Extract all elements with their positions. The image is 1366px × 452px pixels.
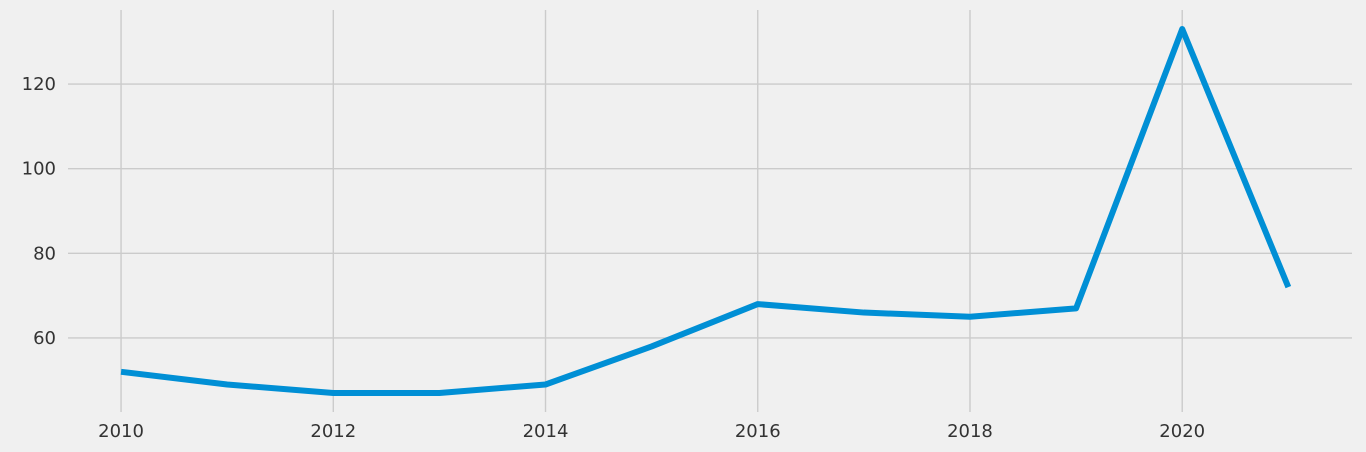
x-tick-label-2010: 2010 (98, 421, 144, 442)
x-tick-label-2014: 2014 (523, 421, 569, 442)
x-tick-label-2012: 2012 (310, 421, 356, 442)
y-tick-label-120: 120 (22, 74, 56, 95)
y-tick-label-80: 80 (33, 243, 56, 264)
x-tick-label-2020: 2020 (1159, 421, 1205, 442)
data-point-2020 (1179, 26, 1185, 32)
y-tick-label-100: 100 (22, 159, 56, 180)
data-point-2016 (755, 301, 761, 307)
data-point-2017 (861, 310, 867, 316)
data-point-2011 (224, 381, 230, 387)
data-point-2021 (1285, 284, 1291, 290)
y-axis-tick-labels: 60 80 100 120 (22, 74, 56, 349)
grid-layer (68, 10, 1352, 412)
series-layer (118, 26, 1292, 396)
data-point-2013 (436, 390, 442, 396)
series-line-0 (120, 26, 1292, 396)
x-axis-tick-labels: 2010 2012 2014 2016 2018 2020 (98, 421, 1205, 442)
data-point-2015 (649, 343, 655, 349)
data-point-2018 (967, 314, 973, 320)
data-point-2010 (118, 369, 124, 375)
data-point-2019 (1073, 305, 1079, 311)
x-tick-label-2018: 2018 (947, 421, 993, 442)
data-point-2014 (543, 381, 549, 387)
data-point-2012 (330, 390, 336, 396)
x-tick-label-2016: 2016 (735, 421, 781, 442)
y-tick-label-60: 60 (33, 328, 56, 349)
